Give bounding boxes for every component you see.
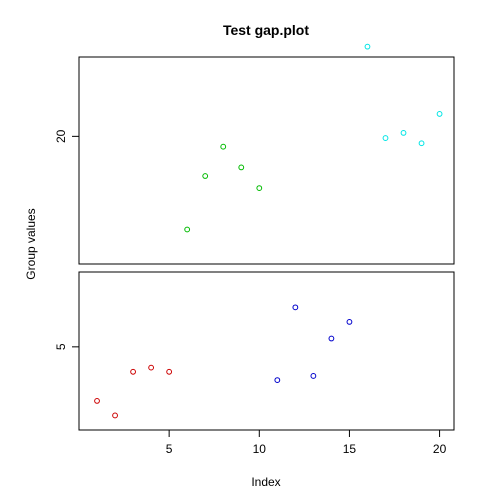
x-tick-label: 15 <box>343 442 357 456</box>
data-point <box>346 318 353 325</box>
lower-panel-frame <box>78 271 455 431</box>
data-point <box>310 373 317 379</box>
data-point <box>220 143 227 150</box>
data-point <box>274 377 281 384</box>
data-point <box>364 43 371 50</box>
data-point <box>238 164 245 171</box>
y-axis-upper: 20 <box>54 129 79 143</box>
y-tick-label: 20 <box>54 129 68 143</box>
x-tick-label: 10 <box>253 442 267 456</box>
data-point <box>130 368 136 375</box>
chart-title: Test gap.plot <box>223 22 309 38</box>
data-point <box>382 135 389 141</box>
x-axis: 5 10 15 20 <box>166 430 447 456</box>
y-axis-lower: 5 <box>54 343 79 350</box>
data-point <box>166 368 173 375</box>
data-point <box>148 364 155 371</box>
data-point <box>184 226 191 233</box>
data-point <box>328 335 335 342</box>
y-tick-label: 5 <box>54 343 68 350</box>
data-point <box>418 140 425 147</box>
x-axis-label: Index <box>251 475 280 489</box>
data-point <box>292 304 299 311</box>
x-tick-label: 20 <box>433 442 447 456</box>
x-tick-label: 5 <box>166 442 173 456</box>
data-point <box>94 397 100 404</box>
data-points <box>94 43 443 419</box>
data-point <box>400 130 407 136</box>
data-point <box>202 173 209 179</box>
data-point <box>112 412 118 419</box>
data-point <box>436 111 443 117</box>
upper-panel-frame <box>78 56 455 265</box>
y-axis-label: Group values <box>24 208 38 279</box>
data-point <box>256 185 263 192</box>
